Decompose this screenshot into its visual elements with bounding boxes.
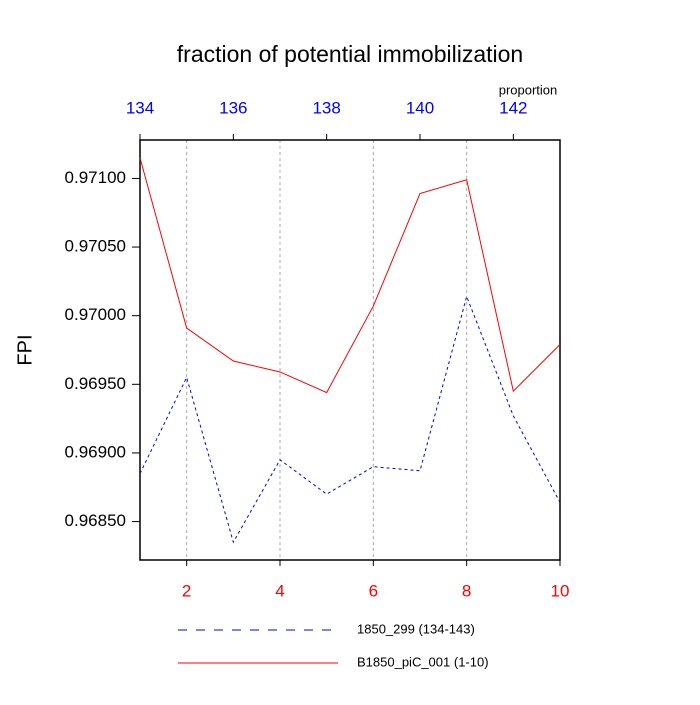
series-line [139, 294, 561, 544]
series-line [139, 157, 561, 394]
x-tick-label: 10 [551, 581, 570, 600]
x2-tick-label: 138 [312, 98, 340, 117]
legend-label: 1850_299 (134-143) [357, 621, 475, 636]
x-tick-label: 2 [182, 581, 191, 600]
x2-axis-label: proportion [499, 82, 558, 97]
x2-tick-label: 142 [499, 98, 527, 117]
y-tick-label: 0.96850 [65, 511, 126, 530]
y-tick-label: 0.97100 [65, 168, 126, 187]
x2-tick-label: 136 [219, 98, 247, 117]
y-tick-label: 0.96950 [65, 374, 126, 393]
x-tick-label: 6 [369, 581, 378, 600]
y-tick-label: 0.97050 [65, 237, 126, 256]
x-tick-label: 4 [275, 581, 284, 600]
x2-tick-label: 140 [406, 98, 434, 117]
legend-label: B1850_piC_001 (1-10) [357, 654, 489, 669]
plot-frame [139, 139, 561, 561]
chart-title: fraction of potential immobilization [177, 41, 523, 67]
x-tick-label: 8 [462, 581, 471, 600]
x2-tick-label: 134 [126, 98, 154, 117]
y-axis-label: FPI [14, 334, 36, 365]
y-tick-label: 0.96900 [65, 442, 126, 461]
y-tick-label: 0.97000 [65, 305, 126, 324]
